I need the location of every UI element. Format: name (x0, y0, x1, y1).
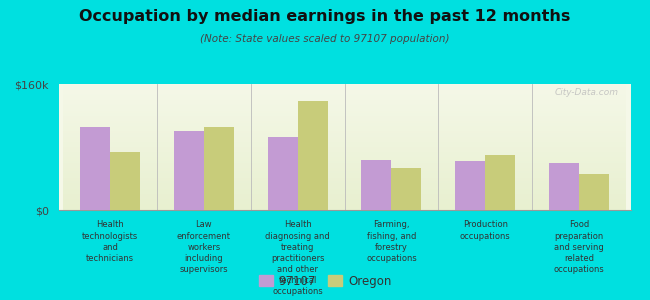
Bar (204, 127, 234, 210)
Bar (455, 161, 485, 210)
Bar (80, 127, 110, 210)
Bar (298, 101, 328, 210)
Bar (485, 155, 515, 210)
Bar (579, 174, 609, 210)
Bar (361, 160, 391, 210)
Text: (Note: State values scaled to 97107 population): (Note: State values scaled to 97107 popu… (200, 34, 450, 44)
Text: Occupation by median earnings in the past 12 months: Occupation by median earnings in the pas… (79, 9, 571, 24)
Text: City-Data.com: City-Data.com (555, 88, 619, 97)
Bar (549, 163, 579, 210)
Bar (174, 131, 204, 210)
Bar (391, 168, 421, 210)
Bar (268, 137, 298, 210)
Legend: 97107, Oregon: 97107, Oregon (255, 271, 395, 291)
Bar (110, 152, 140, 210)
